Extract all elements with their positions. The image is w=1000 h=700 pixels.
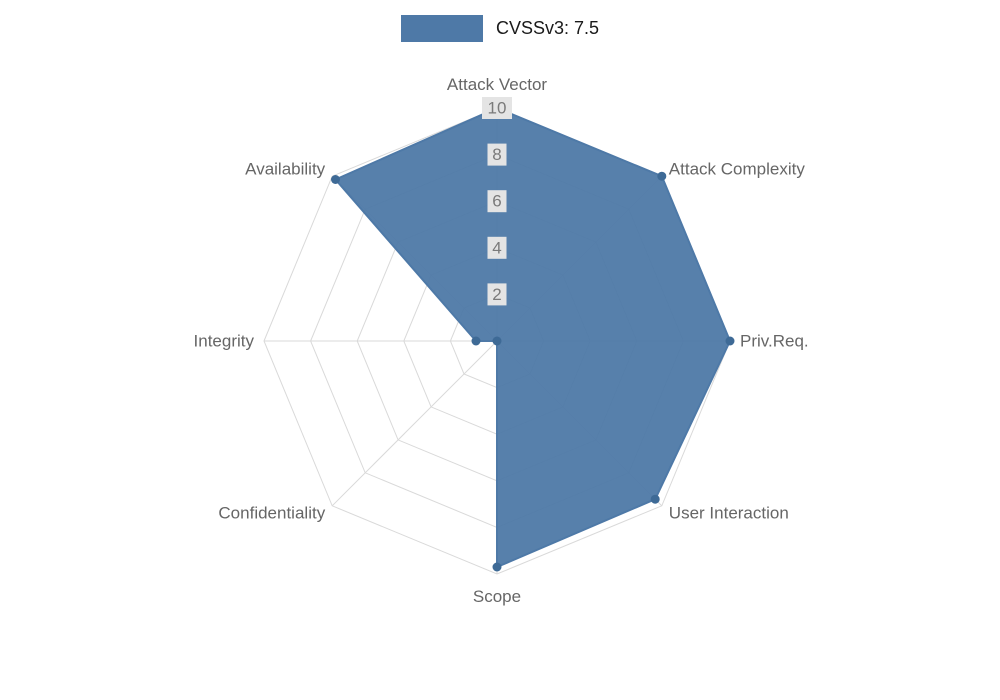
legend-label: CVSSv3: 7.5 bbox=[495, 18, 600, 38]
tick-label: 8 bbox=[492, 145, 501, 164]
axis-label: User Interaction bbox=[669, 503, 789, 522]
tick-backdrop bbox=[487, 190, 507, 213]
tick-backdrop bbox=[487, 236, 507, 259]
tick-backdrop bbox=[487, 283, 507, 306]
series-point bbox=[650, 494, 660, 504]
axis-label: Integrity bbox=[194, 332, 255, 351]
axis-label: Priv.Req. bbox=[740, 332, 809, 351]
axis-label: Confidentiality bbox=[218, 503, 325, 522]
axis-label: Availability bbox=[245, 160, 326, 179]
series-point bbox=[492, 562, 502, 572]
tick-label: 6 bbox=[492, 192, 501, 211]
axis-label: Attack Vector bbox=[447, 75, 547, 94]
tick-backdrop bbox=[487, 143, 507, 166]
series-point bbox=[657, 171, 667, 181]
tick-label: 10 bbox=[488, 99, 507, 118]
legend[interactable]: CVSSv3: 7.5 bbox=[0, 15, 1000, 42]
axis-label: Scope bbox=[473, 587, 521, 606]
grid-spoke bbox=[331, 340, 498, 507]
tick-label: 2 bbox=[492, 285, 501, 304]
series-point bbox=[725, 336, 735, 346]
tick-labels: 2 4 6 8 10 bbox=[482, 97, 512, 306]
series-point bbox=[471, 336, 481, 346]
tick-backdrop bbox=[482, 97, 512, 119]
series-point bbox=[331, 175, 340, 184]
legend-swatch bbox=[400, 15, 483, 42]
series-point bbox=[492, 336, 502, 346]
tick-label: 4 bbox=[492, 238, 501, 257]
axis-label: Attack Complexity bbox=[669, 160, 806, 179]
